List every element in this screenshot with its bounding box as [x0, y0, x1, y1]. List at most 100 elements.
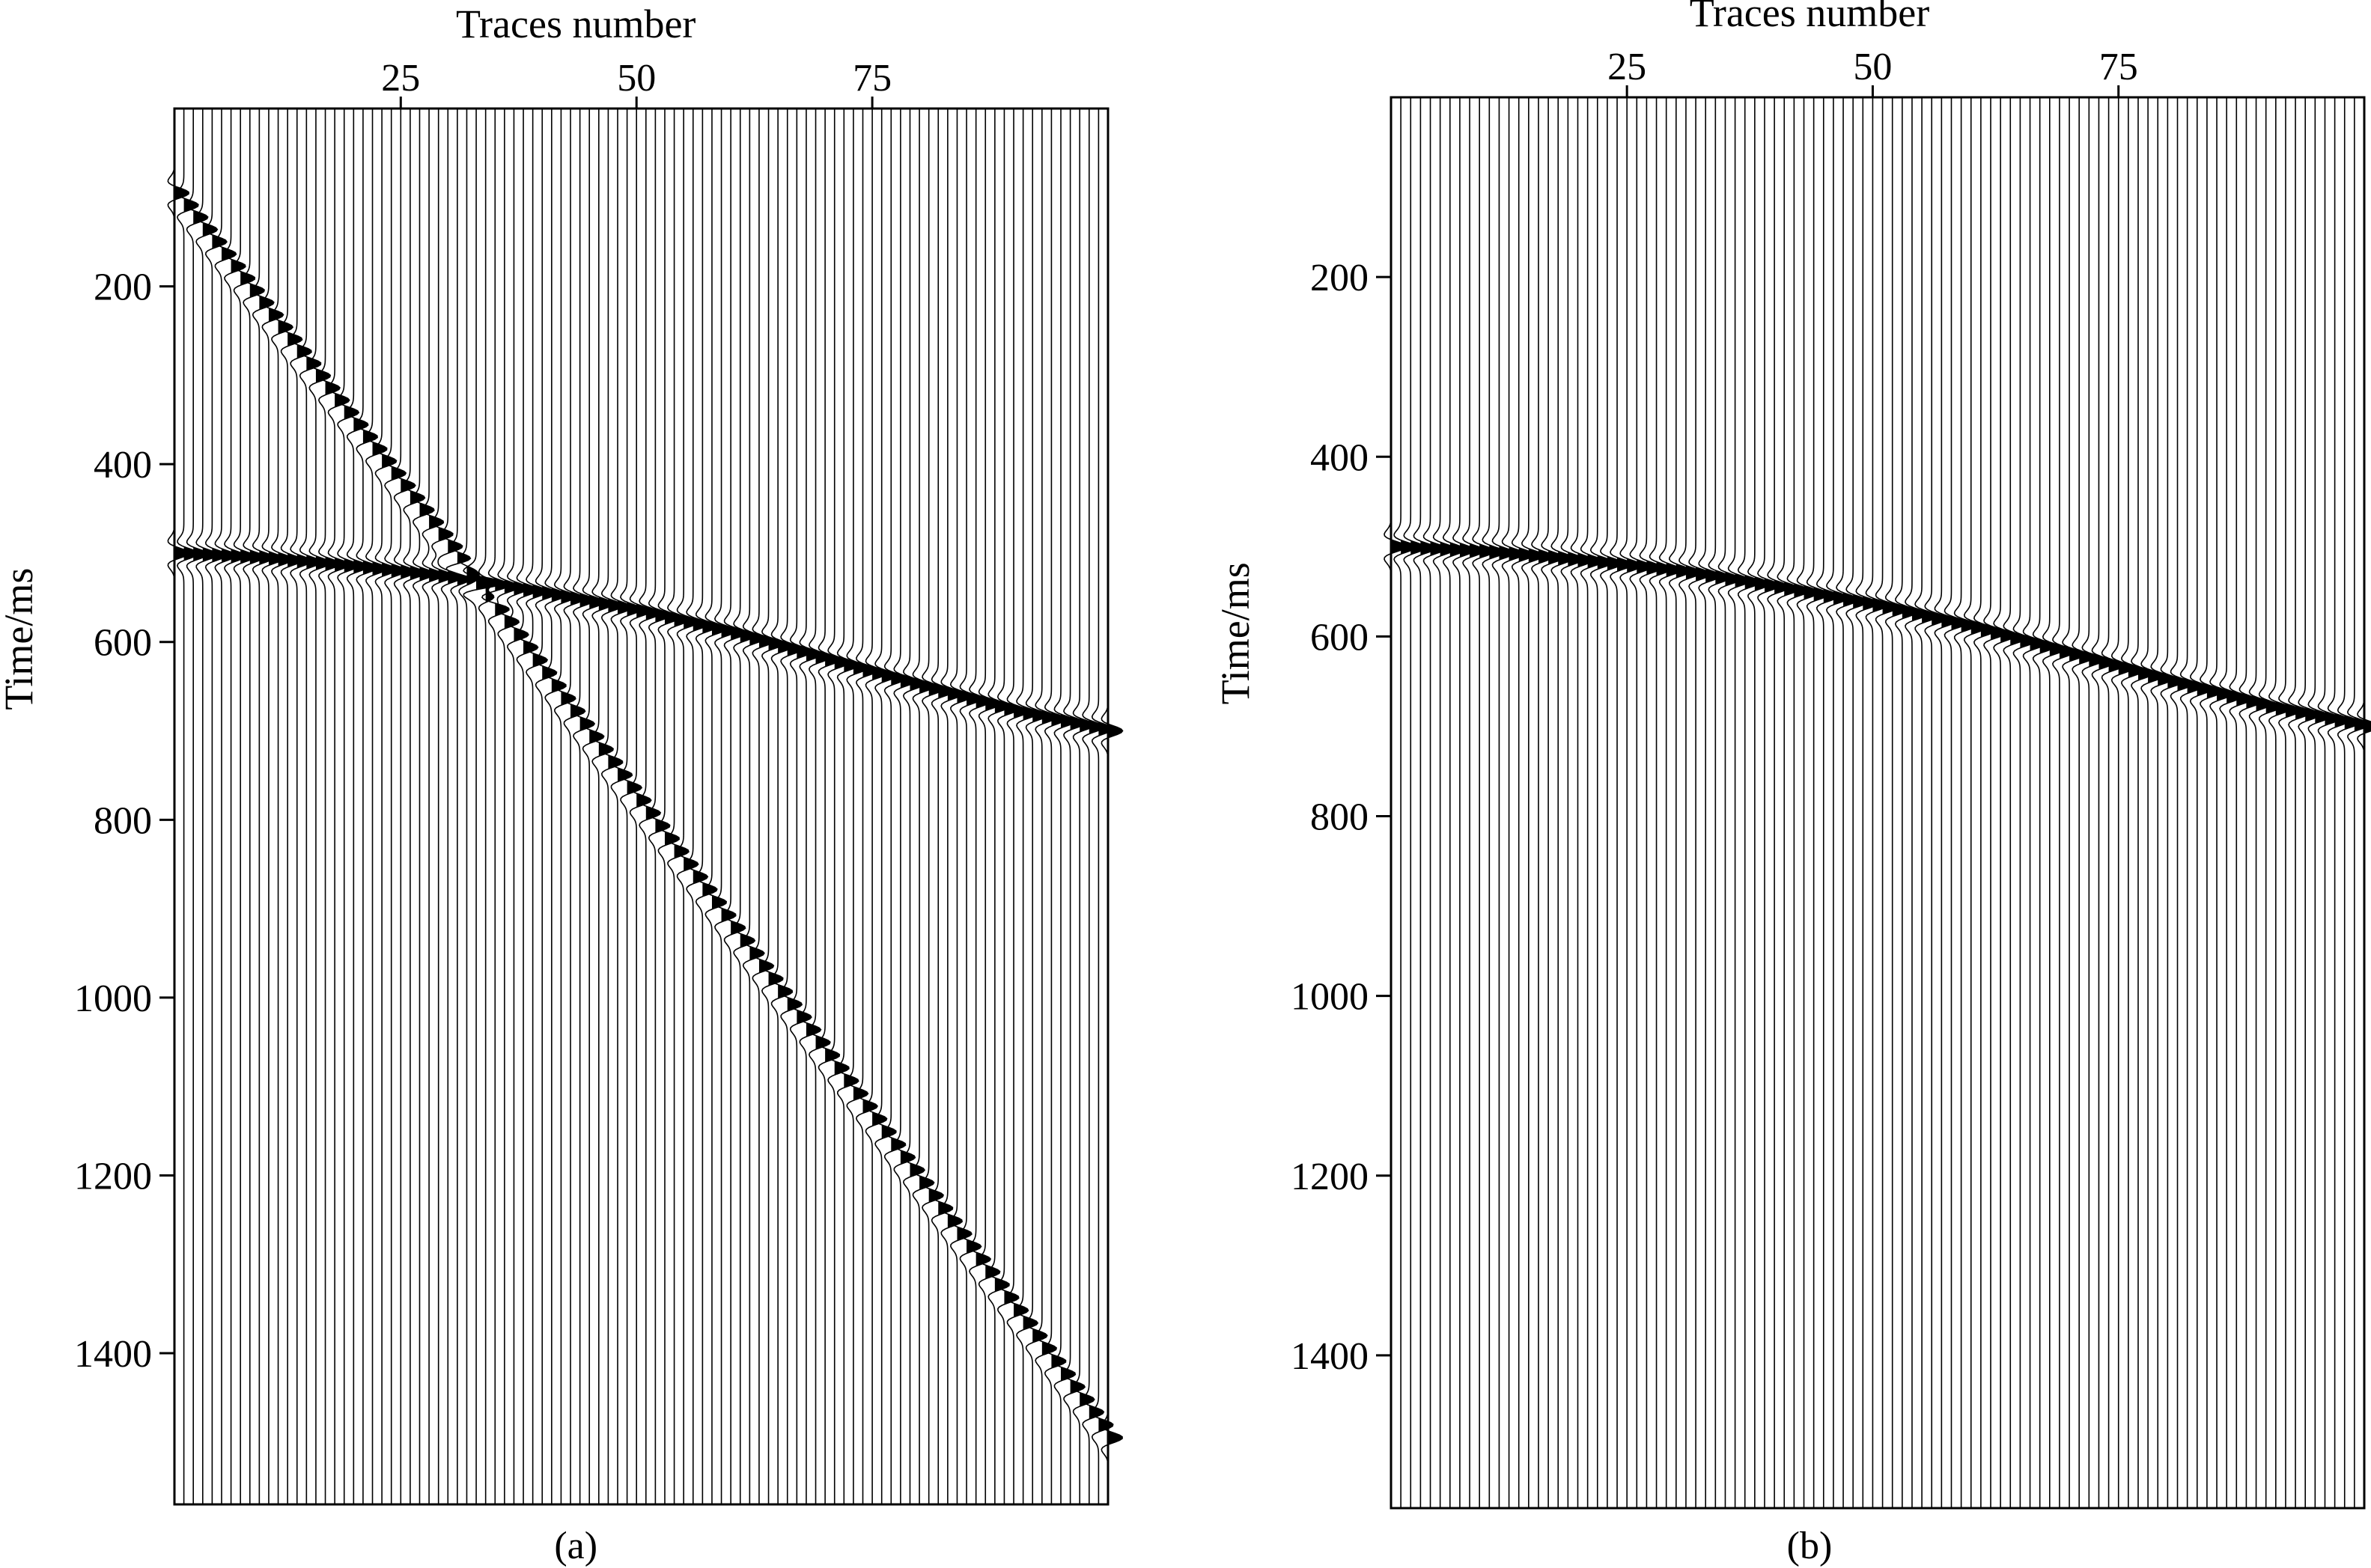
- trace-24-event-1-lobe: [1617, 557, 1633, 572]
- trace-55: [1914, 97, 1938, 1508]
- trace-57-event-2-lobe: [702, 882, 717, 897]
- trace-25-event-2-lobe: [401, 478, 416, 492]
- trace-7: [1442, 97, 1466, 1508]
- trace-66-event-1-lobe: [2030, 636, 2045, 651]
- trace-76-event-2-lobe: [881, 1124, 897, 1139]
- trace-51-event-2-lobe: [645, 806, 661, 820]
- trace-45: [1815, 97, 1839, 1508]
- trace-26-event-1-lobe: [410, 566, 425, 580]
- trace-83: [2189, 97, 2214, 1508]
- trace-46-event-2-lobe: [598, 742, 614, 757]
- trace-52-event-2-lobe: [655, 819, 670, 833]
- trace-59-event-1-lobe: [721, 623, 737, 638]
- trace-35: [481, 109, 511, 1504]
- trace-10: [252, 109, 275, 1504]
- trace-30-event-1-lobe: [1675, 564, 1692, 578]
- trace-76-event-1-lobe: [881, 668, 897, 683]
- trace-37-event-1-lobe: [1744, 575, 1761, 590]
- trace-71: [2072, 97, 2095, 1508]
- trace-9-event-2-lobe: [249, 283, 265, 298]
- trace-11: [261, 109, 284, 1504]
- trace-34-event-1-lobe: [485, 576, 494, 591]
- trace-66-event-1-lobe: [787, 642, 803, 656]
- trace-50-event-1-lobe: [636, 604, 651, 618]
- trace-48-event-1-lobe: [1853, 594, 1869, 608]
- trace-58: [704, 109, 728, 1504]
- trace-35-event-2-lobe: [495, 602, 510, 616]
- trace-96: [1063, 109, 1086, 1504]
- trace-84-event-2-lobe: [957, 1227, 972, 1241]
- trace-73-event-1-lobe: [853, 661, 868, 675]
- trace-30-event-2-lobe: [448, 539, 463, 554]
- trace-88-event-1-lobe: [994, 699, 1010, 713]
- trace-62-event-1-lobe: [1991, 626, 2006, 640]
- trace-77-event-1-lobe: [891, 671, 906, 686]
- trace-60-event-1-lobe: [1970, 620, 1987, 635]
- trace-77-event-2-lobe: [891, 1138, 906, 1152]
- trace-78: [2140, 97, 2164, 1508]
- trace-46: [1826, 97, 1849, 1508]
- trace-30: [437, 109, 463, 1504]
- trace-44: [1806, 97, 1830, 1508]
- trace-36: [496, 109, 520, 1504]
- trace-74-event-1-lobe: [862, 663, 877, 677]
- trace-39: [1757, 97, 1780, 1508]
- trace-100-event-1-lobe: [2364, 719, 2371, 733]
- trace-27: [1639, 97, 1663, 1508]
- trace-100-event-2-lobe: [1108, 1430, 1123, 1445]
- trace-67: [2032, 97, 2056, 1508]
- trace-24: [1610, 97, 1634, 1508]
- trace-52-event-1-lobe: [655, 608, 670, 623]
- trace-12: [1491, 97, 1515, 1508]
- trace-3-event-1-lobe: [193, 547, 208, 561]
- trace-54-event-2-lobe: [674, 844, 690, 858]
- trace-100: [1101, 109, 1124, 1504]
- x-tick-label-50: 50: [617, 57, 656, 100]
- trace-50-event-2-lobe: [636, 793, 651, 808]
- trace-94-event-1-lobe: [1051, 712, 1066, 726]
- trace-20-event-2-lobe: [353, 418, 368, 432]
- trace-65: [2012, 97, 2036, 1508]
- trace-73-event-2-lobe: [853, 1086, 868, 1101]
- trace-86-event-1-lobe: [2227, 689, 2242, 704]
- trace-43-event-2-lobe: [570, 704, 585, 719]
- trace-75: [2110, 97, 2134, 1508]
- traces: [167, 109, 1124, 1504]
- trace-16-event-1-lobe: [1538, 549, 1554, 564]
- trace-98-event-1-lobe: [1089, 720, 1104, 734]
- trace-44: [573, 109, 596, 1504]
- trace-15: [299, 109, 322, 1504]
- trace-72: [2081, 97, 2105, 1508]
- trace-41-event-1-lobe: [551, 588, 567, 602]
- trace-82-event-1-lobe: [2187, 679, 2203, 694]
- trace-51: [1875, 97, 1899, 1508]
- trace-91-event-2-lobe: [1023, 1316, 1038, 1330]
- x-axis-title: Traces number: [456, 1, 696, 46]
- trace-64-event-1-lobe: [2010, 631, 2026, 646]
- trace-46-event-1-lobe: [1833, 591, 1849, 605]
- trace-92-event-2-lobe: [1032, 1328, 1047, 1343]
- trace-79-event-2-lobe: [910, 1163, 925, 1177]
- trace-7-event-2-lobe: [231, 259, 246, 273]
- y-tick-label-1400: 1400: [74, 1333, 152, 1376]
- trace-8-event-1-lobe: [240, 549, 255, 564]
- trace-1-event-2-lobe: [174, 186, 189, 200]
- trace-21-event-2-lobe: [362, 430, 378, 444]
- trace-78-event-1-lobe: [900, 674, 916, 689]
- trace-7: [224, 109, 246, 1504]
- trace-91-event-1-lobe: [2275, 701, 2292, 716]
- trace-22-event-2-lobe: [372, 442, 387, 456]
- trace-50-event-1-lobe: [1872, 598, 1888, 612]
- trace-2-event-1-lobe: [1401, 540, 1416, 555]
- trace-95-event-1-lobe: [2315, 709, 2331, 724]
- trace-79: [902, 109, 926, 1504]
- trace-33: [1698, 97, 1722, 1508]
- trace-94-event-1-lobe: [2305, 707, 2321, 722]
- trace-50: [629, 109, 652, 1504]
- trace-11-event-1-lobe: [1489, 545, 1505, 559]
- y-tick-label-1200: 1200: [74, 1155, 152, 1198]
- x-tick-label-25: 25: [381, 57, 420, 100]
- trace-54-event-1-lobe: [674, 612, 690, 627]
- y-axis-title: Time/ms: [1213, 562, 1258, 704]
- trace-55: [676, 109, 699, 1504]
